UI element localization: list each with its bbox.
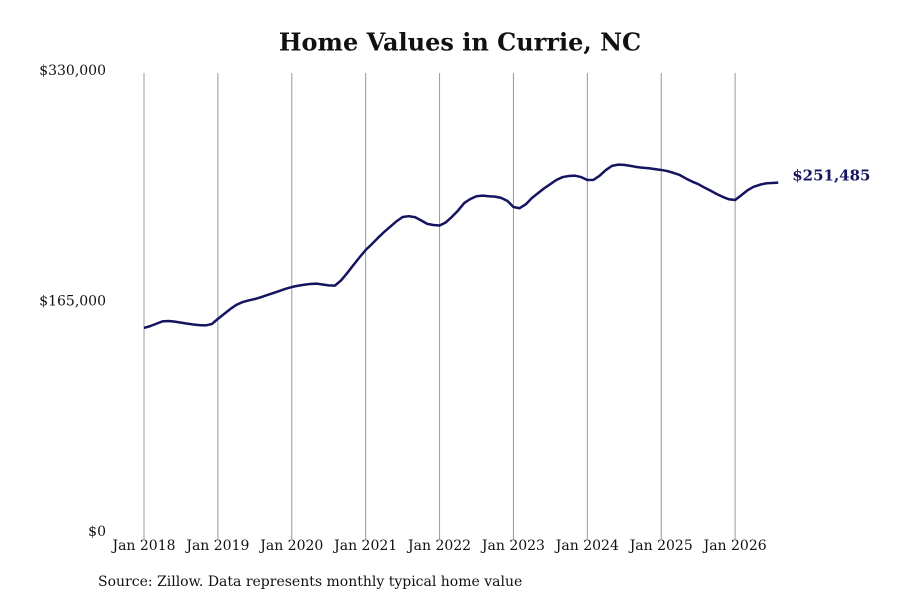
- x-tick-label: Jan 2021: [332, 538, 397, 554]
- line-series: [143, 163, 779, 330]
- chart-title: Home Values in Currie, NC: [279, 28, 641, 57]
- y-tick-label: $330,000: [39, 63, 106, 79]
- y-tick-label: $165,000: [39, 294, 106, 310]
- x-tick-label: Jan 2025: [628, 538, 693, 554]
- x-tick-label: Jan 2019: [184, 538, 249, 554]
- x-tick-label: Jan 2024: [554, 538, 619, 554]
- y-tick-label: $0: [88, 524, 106, 540]
- value-label: $251,485: [792, 167, 870, 185]
- x-tick-label: Jan 2023: [480, 538, 545, 554]
- x-tick-label: Jan 2022: [406, 538, 471, 554]
- x-tick-label: Jan 2026: [702, 538, 767, 554]
- x-tick-label: Jan 2020: [258, 538, 323, 554]
- x-tick-label: Jan 2018: [110, 538, 175, 554]
- source-note: Source: Zillow. Data represents monthly …: [98, 574, 522, 590]
